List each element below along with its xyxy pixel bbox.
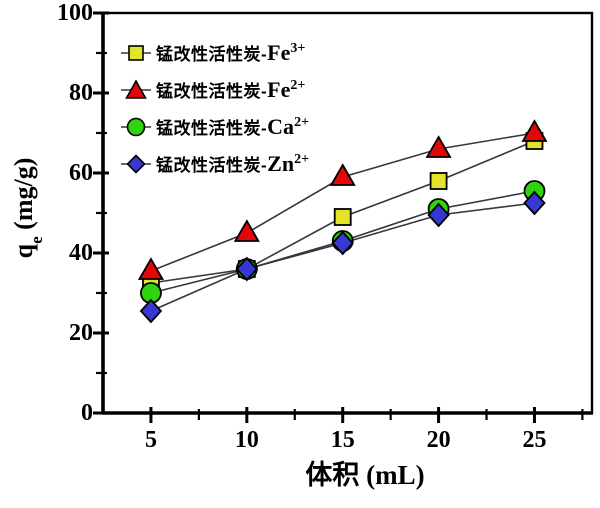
legend-label-fe2: 锰改性活性炭-Fe2+ <box>156 76 306 102</box>
legend-item-zn2: 锰改性活性炭-Zn2+ <box>120 145 309 182</box>
legend-label-fe3: 锰改性活性炭-Fe3+ <box>156 39 306 65</box>
data-point-triangle <box>425 135 452 158</box>
data-point-diamond <box>523 190 546 216</box>
legend-item-fe3: 锰改性活性炭-Fe3+ <box>120 34 309 71</box>
legend-item-ca2: 锰改性活性炭-Ca2+ <box>120 108 309 145</box>
y-axis-title: qe (mg/g) <box>6 78 46 338</box>
legend-item-fe2: 锰改性活性炭-Fe2+ <box>120 71 309 108</box>
data-point-triangle <box>233 219 260 242</box>
y-axis-title-base: q <box>9 243 38 259</box>
data-point-triangle <box>329 163 356 186</box>
legend-label-ca2: 锰改性活性炭-Ca2+ <box>156 113 310 139</box>
data-point-square <box>429 172 448 190</box>
data-point-diamond <box>331 230 354 256</box>
data-point-square <box>333 208 352 226</box>
y-axis-title-subscript: e <box>27 236 47 244</box>
legend-circle-marker-icon <box>121 117 151 136</box>
legend-diamond-marker-icon <box>121 153 151 174</box>
legend-label-zn2: 锰改性活性炭-Zn2+ <box>156 150 310 176</box>
data-point-diamond <box>235 256 259 282</box>
data-point-triangle <box>137 257 164 280</box>
data-point-diamond <box>427 202 450 228</box>
legend-triangle-marker-icon <box>121 78 151 99</box>
data-point-triangle <box>521 119 548 142</box>
data-point-diamond <box>139 298 163 324</box>
x-axis-title: 体积 (mL) <box>305 460 425 490</box>
legend-square-marker-icon <box>121 44 151 61</box>
y-axis-title-unit: (mg/g) <box>9 157 38 237</box>
legend: 锰改性活性炭-Fe3+ 锰改性活性炭-Fe2+ 锰改性活性炭-Ca2+ 锰改性活… <box>120 34 309 182</box>
